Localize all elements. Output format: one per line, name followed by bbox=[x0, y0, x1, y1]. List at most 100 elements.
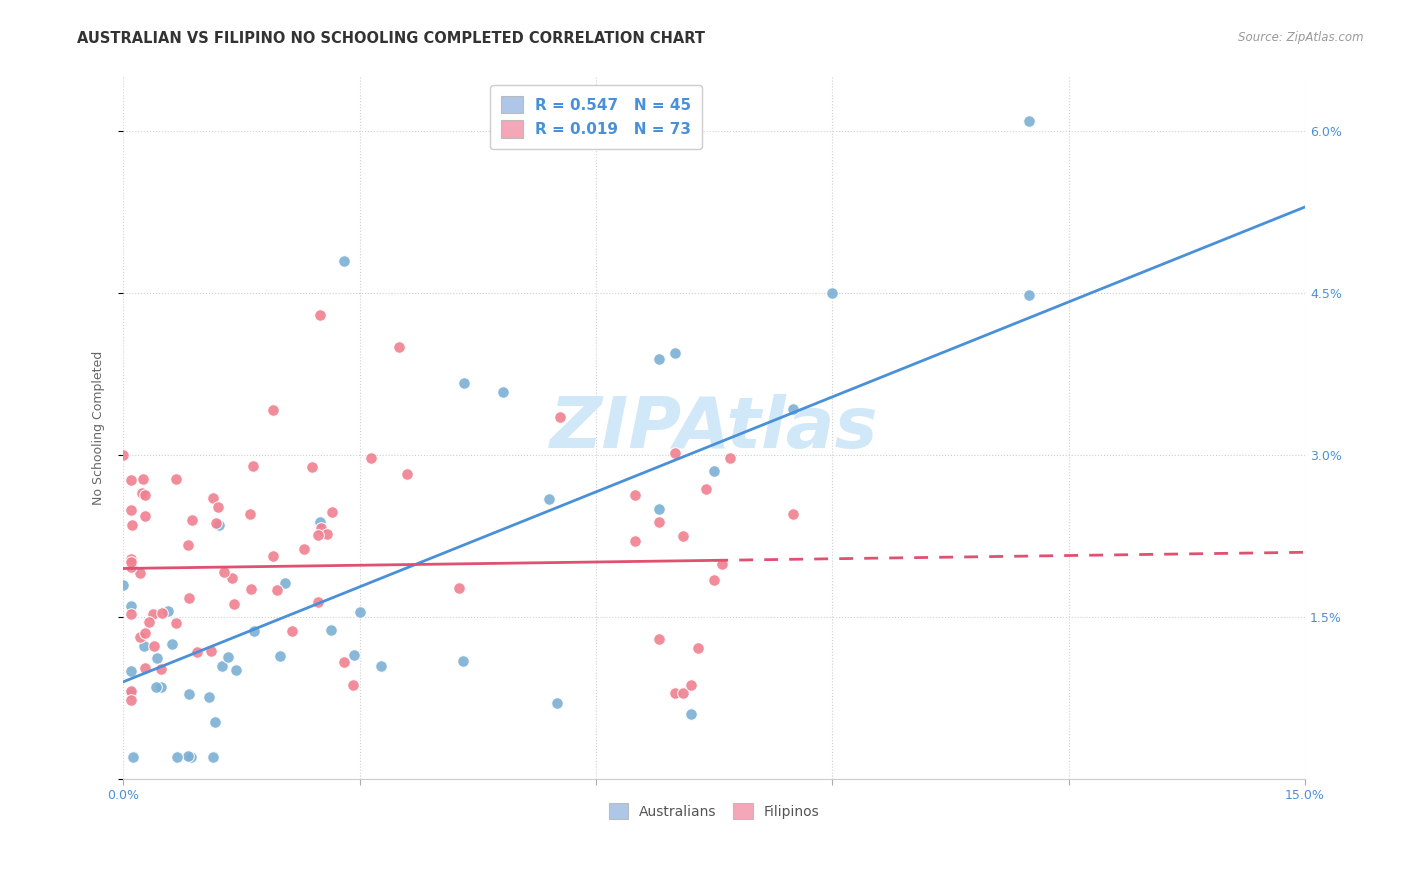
Point bbox=[120, 552, 142, 566]
Point bbox=[197, 690, 219, 705]
Point bbox=[449, 581, 471, 595]
Point bbox=[134, 626, 156, 640]
Point bbox=[718, 450, 741, 465]
Point bbox=[211, 658, 233, 673]
Point bbox=[129, 566, 152, 580]
Point bbox=[370, 658, 392, 673]
Point bbox=[128, 630, 150, 644]
Point bbox=[672, 685, 695, 699]
Point bbox=[711, 557, 734, 571]
Point bbox=[321, 505, 343, 519]
Point bbox=[143, 639, 166, 653]
Point bbox=[131, 486, 153, 500]
Text: AUSTRALIAN VS FILIPINO NO SCHOOLING COMPLETED CORRELATION CHART: AUSTRALIAN VS FILIPINO NO SCHOOLING COMP… bbox=[77, 31, 706, 46]
Point bbox=[177, 538, 200, 552]
Point bbox=[648, 502, 671, 516]
Point bbox=[281, 624, 304, 639]
Point bbox=[624, 534, 647, 549]
Point bbox=[120, 473, 142, 487]
Point bbox=[360, 450, 382, 465]
Point bbox=[160, 637, 183, 651]
Point bbox=[120, 555, 142, 569]
Point bbox=[343, 648, 366, 662]
Point bbox=[821, 285, 844, 300]
Point bbox=[703, 574, 725, 588]
Point bbox=[311, 521, 333, 535]
Point bbox=[782, 507, 804, 521]
Point bbox=[120, 503, 142, 517]
Point bbox=[204, 516, 226, 530]
Point bbox=[179, 591, 201, 605]
Point bbox=[165, 615, 187, 630]
Point bbox=[315, 526, 337, 541]
Point bbox=[492, 385, 515, 400]
Point bbox=[664, 685, 686, 699]
Point bbox=[134, 488, 156, 502]
Point bbox=[1018, 113, 1040, 128]
Point bbox=[624, 488, 647, 502]
Point bbox=[120, 559, 142, 574]
Point bbox=[648, 632, 671, 646]
Point bbox=[679, 707, 702, 722]
Point bbox=[263, 402, 285, 417]
Point bbox=[309, 515, 332, 529]
Point bbox=[453, 376, 475, 390]
Point bbox=[703, 464, 725, 478]
Point bbox=[120, 665, 142, 679]
Text: ZIPAtlas: ZIPAtlas bbox=[550, 393, 879, 463]
Point bbox=[120, 607, 142, 621]
Point bbox=[112, 577, 135, 591]
Point bbox=[166, 750, 188, 764]
Point bbox=[204, 714, 226, 729]
Point bbox=[120, 683, 142, 698]
Point bbox=[242, 624, 264, 639]
Point bbox=[165, 472, 187, 486]
Point bbox=[201, 750, 224, 764]
Point bbox=[121, 517, 143, 532]
Point bbox=[145, 680, 167, 694]
Point bbox=[180, 750, 202, 764]
Point bbox=[269, 648, 291, 663]
Point bbox=[333, 253, 356, 268]
Point bbox=[214, 565, 236, 579]
Point bbox=[548, 409, 571, 424]
Point bbox=[200, 644, 222, 658]
Point bbox=[537, 491, 560, 506]
Point bbox=[307, 595, 329, 609]
Point bbox=[292, 541, 315, 556]
Point bbox=[134, 508, 156, 523]
Point bbox=[333, 656, 356, 670]
Point bbox=[156, 604, 179, 618]
Point bbox=[138, 615, 160, 629]
Point bbox=[266, 582, 288, 597]
Point bbox=[222, 598, 245, 612]
Point bbox=[273, 576, 295, 591]
Point bbox=[202, 491, 225, 506]
Point bbox=[648, 351, 671, 366]
Point bbox=[349, 605, 371, 619]
Legend: Australians, Filipinos: Australians, Filipinos bbox=[603, 797, 825, 824]
Point bbox=[149, 681, 172, 695]
Point bbox=[177, 749, 200, 764]
Point bbox=[181, 513, 204, 527]
Point bbox=[221, 571, 243, 585]
Point bbox=[134, 661, 156, 675]
Point bbox=[122, 750, 145, 764]
Point bbox=[239, 507, 262, 521]
Y-axis label: No Schooling Completed: No Schooling Completed bbox=[93, 351, 105, 505]
Point bbox=[225, 663, 247, 677]
Point bbox=[307, 528, 329, 542]
Point bbox=[239, 582, 262, 597]
Point bbox=[782, 402, 804, 417]
Point bbox=[301, 460, 323, 475]
Point bbox=[664, 445, 686, 459]
Point bbox=[672, 529, 695, 543]
Point bbox=[207, 500, 229, 514]
Point bbox=[120, 599, 142, 614]
Point bbox=[142, 607, 165, 621]
Point bbox=[208, 517, 231, 532]
Point bbox=[695, 482, 717, 496]
Point bbox=[319, 623, 342, 637]
Point bbox=[664, 346, 686, 360]
Point bbox=[150, 662, 173, 676]
